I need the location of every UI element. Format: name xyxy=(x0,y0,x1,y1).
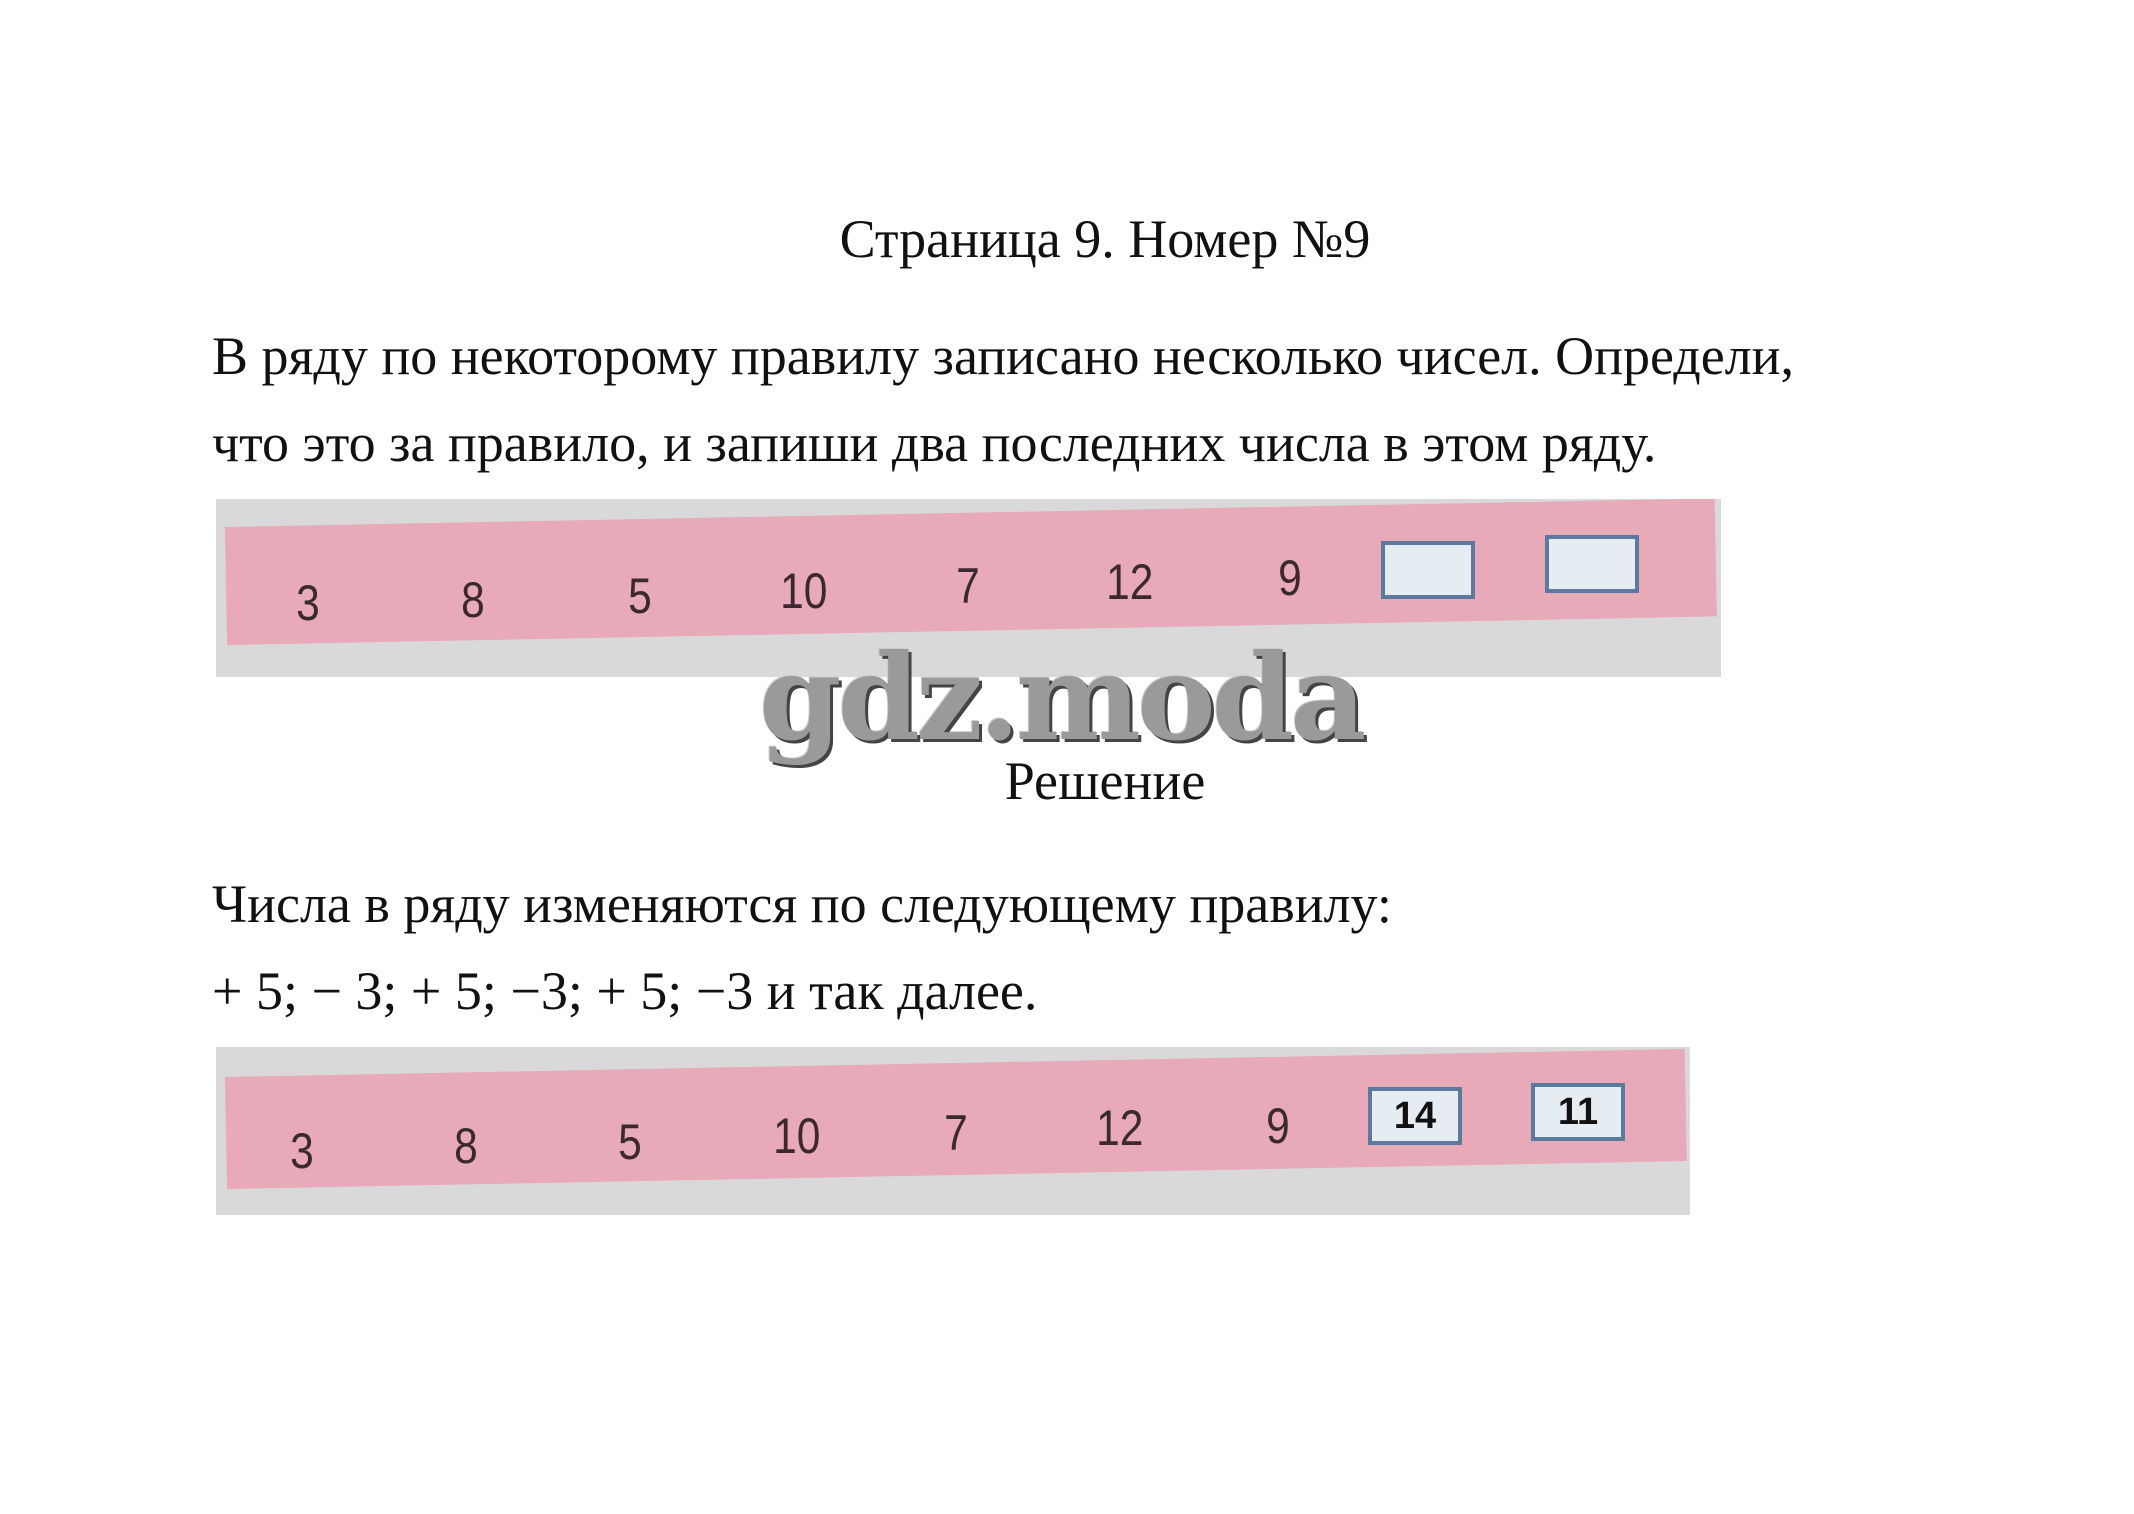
number: 12 xyxy=(1096,1100,1144,1156)
number: 12 xyxy=(1106,554,1154,610)
answer-box: 11 xyxy=(1531,1083,1625,1141)
number: 7 xyxy=(956,558,980,614)
answer-box xyxy=(1381,541,1475,599)
watermark-logo: gdz.moda xyxy=(759,628,1367,767)
answer-number-strip: 3 8 5 10 7 12 9 14 11 xyxy=(216,1047,1690,1215)
number: 9 xyxy=(1266,1098,1290,1154)
page-title: Страница 9. Номер №9 xyxy=(839,209,1371,269)
solution-heading: Решение xyxy=(1004,751,1206,811)
number: 7 xyxy=(944,1105,968,1161)
number: 5 xyxy=(628,568,652,624)
number: 3 xyxy=(290,1123,314,1179)
answer-box: 14 xyxy=(1368,1087,1462,1145)
task-number-strip: 3 8 5 10 7 12 9 xyxy=(216,499,1721,677)
number: 3 xyxy=(296,575,320,631)
number: 8 xyxy=(461,572,485,628)
solution-text-line-1: Числа в ряду изменяются по следующему пр… xyxy=(212,874,1392,934)
task-text-line-2: что это за правило, и запиши два последн… xyxy=(212,413,1657,473)
task-text-line-1: В ряду по некоторому правилу записано не… xyxy=(212,326,1795,386)
number: 9 xyxy=(1278,550,1302,606)
number: 10 xyxy=(780,563,828,619)
number: 8 xyxy=(454,1118,478,1174)
number: 10 xyxy=(773,1108,821,1164)
solution-text-line-2: + 5; − 3; + 5; −3; + 5; −3 и так далее. xyxy=(212,961,1038,1021)
number: 5 xyxy=(618,1114,642,1170)
answer-box xyxy=(1545,535,1639,593)
